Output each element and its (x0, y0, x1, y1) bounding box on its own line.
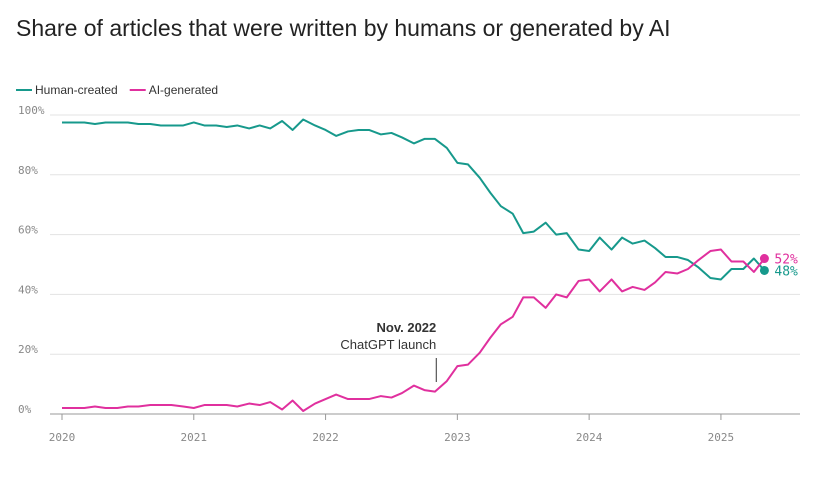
x-tick-label: 2021 (181, 431, 208, 444)
y-tick-label: 100% (18, 104, 45, 117)
y-tick-label: 20% (18, 343, 38, 356)
end-point (759, 265, 769, 275)
y-tick-label: 60% (18, 224, 38, 237)
end-point (759, 254, 769, 264)
series-line (62, 248, 766, 413)
y-tick-label: 40% (18, 283, 38, 296)
annotation-text: Nov. 2022 (377, 320, 437, 335)
x-tick-label: 2022 (312, 431, 339, 444)
series-line (62, 118, 766, 281)
x-tick-label: 2023 (444, 431, 471, 444)
x-tick-label: 2025 (708, 431, 735, 444)
legend-label: AI-generated (149, 83, 218, 97)
end-label: 52% (774, 253, 798, 268)
chart-title: Share of articles that were written by h… (16, 15, 671, 41)
end-label: 48% (774, 264, 798, 279)
x-tick-label: 2024 (576, 431, 603, 444)
y-tick-label: 80% (18, 164, 38, 177)
annotation-text: ChatGPT launch (340, 337, 436, 352)
x-tick-label: 2020 (49, 431, 76, 444)
legend-label: Human-created (35, 83, 118, 97)
y-tick-label: 0% (18, 403, 32, 416)
